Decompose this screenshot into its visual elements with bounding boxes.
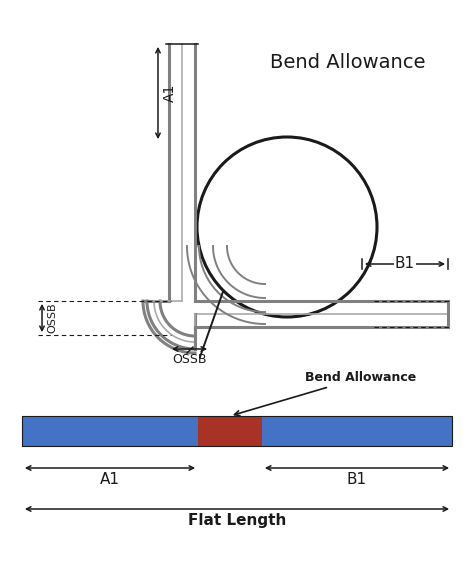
Text: Bend Allowance: Bend Allowance: [235, 371, 416, 416]
Text: Bend Allowance: Bend Allowance: [270, 52, 426, 72]
Text: OSSB: OSSB: [172, 353, 207, 366]
Text: OSSB: OSSB: [47, 303, 57, 333]
Text: A1: A1: [100, 472, 120, 487]
Text: B1: B1: [347, 472, 367, 487]
Text: Flat Length: Flat Length: [188, 513, 286, 528]
Text: A1: A1: [163, 84, 177, 102]
Text: B1: B1: [395, 257, 415, 271]
Bar: [198, 416, 262, 446]
Bar: [22, 416, 198, 446]
Bar: [262, 416, 452, 446]
